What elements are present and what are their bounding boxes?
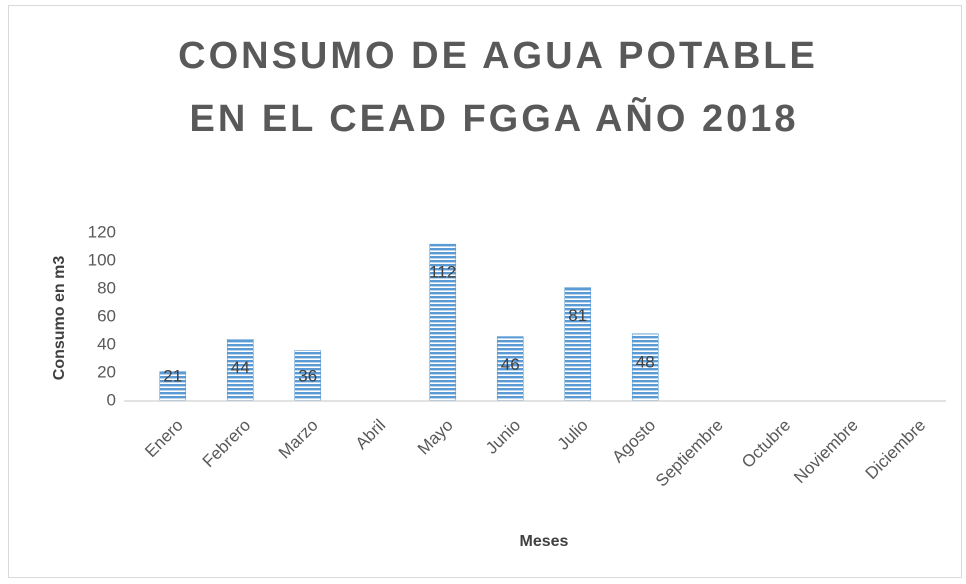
data-label: 46 [501,355,520,374]
chart-title: EN EL CEAD FGGA AÑO 2018 [189,96,798,140]
y-tick-label: 60 [97,306,116,325]
bar [631,333,659,402]
bar [496,336,524,402]
chart-frame [8,5,962,578]
x-axis-title: Meses [520,533,569,550]
data-label: 36 [298,366,317,385]
data-label: 44 [231,358,250,377]
y-tick-label: 20 [97,362,116,381]
bar [159,371,187,402]
data-label: 48 [636,352,655,371]
data-label: 81 [568,306,587,325]
y-tick-label: 40 [97,334,116,353]
chart-title: CONSUMO DE AGUA POTABLE [178,35,818,77]
bar [429,243,457,402]
data-label: 112 [429,263,456,282]
data-label: 21 [163,366,182,385]
y-tick-label: 80 [97,278,116,297]
bar [226,339,254,402]
y-axis-title: Consumo en m3 [51,256,68,381]
y-tick-label: 120 [88,222,116,241]
bar [564,287,592,402]
y-tick-label: 0 [107,390,116,409]
y-tick-label: 100 [88,250,116,269]
